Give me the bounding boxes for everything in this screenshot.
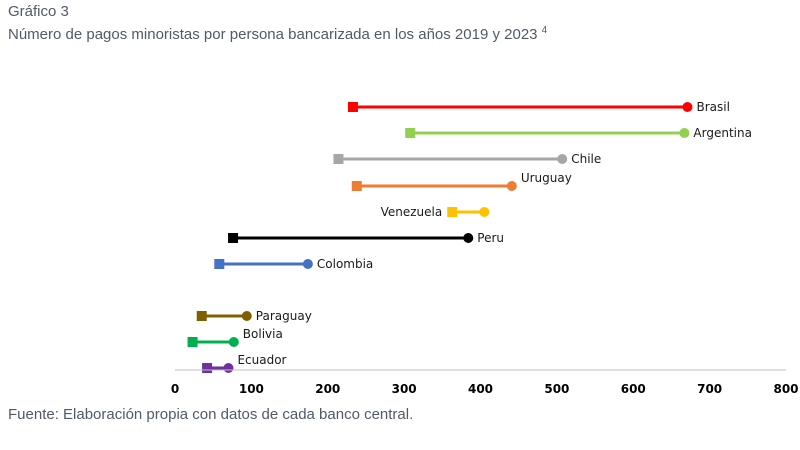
marker-start-uruguay: [351, 181, 362, 191]
chart-source: Fuente: Elaboración propia con datos de …: [8, 406, 414, 423]
x-tick-label: 200: [315, 382, 340, 396]
x-tick-label: 800: [773, 382, 798, 396]
row-peru: Peru: [228, 231, 504, 245]
dumbbell-chart: Brasil Argentina Chile Uruguay Venezuela Peru…: [171, 100, 799, 396]
marker-end-uruguay: [506, 181, 517, 191]
marker-end-chile: [557, 154, 568, 164]
row-uruguay: Uruguay: [351, 171, 572, 191]
marker-start-argentina: [405, 128, 416, 138]
marker-end-colombia: [302, 259, 313, 269]
marker-start-peru: [228, 233, 239, 243]
row-ecuador: Ecuador: [202, 353, 287, 373]
marker-start-brasil: [347, 102, 358, 112]
x-tick-label: 400: [468, 382, 493, 396]
row-paraguay: Paraguay: [196, 309, 312, 323]
x-tick-label: 700: [697, 382, 722, 396]
x-tick-label: 0: [171, 382, 179, 396]
label-chile: Chile: [571, 152, 601, 166]
label-paraguay: Paraguay: [256, 309, 312, 323]
label-bolivia: Bolivia: [243, 327, 283, 341]
marker-end-venezuela: [479, 207, 490, 217]
x-tick-label: 600: [621, 382, 646, 396]
chart-rows: Brasil Argentina Chile Uruguay Venezuela Peru…: [187, 100, 752, 373]
x-axis-ticks: 0 100 200 300 400 500 600 700 800: [171, 382, 799, 396]
x-tick-label: 100: [239, 382, 264, 396]
marker-start-colombia: [214, 259, 225, 269]
footnote-reference: 4: [541, 25, 548, 36]
marker-end-ecuador: [223, 363, 234, 373]
label-argentina: Argentina: [693, 126, 752, 140]
chart-figure-number: Gráfico 3: [8, 3, 69, 20]
marker-start-venezuela: [447, 207, 458, 217]
row-bolivia: Bolivia: [187, 327, 283, 347]
marker-start-ecuador: [202, 363, 213, 373]
marker-end-argentina: [679, 128, 690, 138]
label-venezuela: Venezuela: [381, 205, 443, 219]
label-brasil: Brasil: [696, 100, 729, 114]
row-argentina: Argentina: [405, 126, 752, 140]
marker-start-paraguay: [196, 311, 207, 321]
x-tick-label: 500: [544, 382, 569, 396]
chart-title-text: Número de pagos minoristas por persona b…: [8, 26, 538, 43]
label-ecuador: Ecuador: [237, 353, 286, 367]
marker-start-chile: [333, 154, 344, 164]
marker-end-brasil: [682, 102, 693, 112]
x-tick-label: 300: [392, 382, 417, 396]
row-brasil: Brasil: [347, 100, 730, 114]
row-colombia: Colombia: [214, 257, 373, 271]
label-colombia: Colombia: [317, 257, 373, 271]
label-uruguay: Uruguay: [521, 171, 572, 185]
marker-end-peru: [463, 233, 474, 243]
marker-start-bolivia: [187, 337, 198, 347]
marker-end-bolivia: [228, 337, 239, 347]
chart-title: Número de pagos minoristas por persona b…: [8, 22, 547, 44]
marker-end-paraguay: [241, 311, 252, 321]
row-chile: Chile: [333, 152, 601, 166]
row-venezuela: Venezuela: [381, 205, 490, 219]
label-peru: Peru: [477, 231, 504, 245]
